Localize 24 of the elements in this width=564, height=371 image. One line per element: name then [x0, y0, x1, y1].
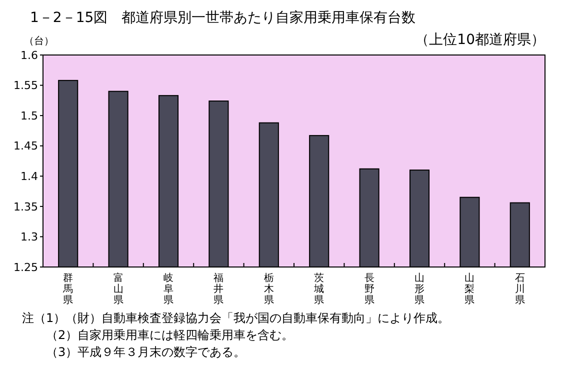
y-tick-label: 1.3	[20, 230, 38, 244]
y-tick-label: 1.6	[20, 48, 38, 62]
x-tick-label: 富山県	[113, 272, 124, 306]
x-tick-label: 山形県	[414, 272, 424, 306]
x-tick-label: 山梨県	[464, 272, 475, 306]
text: （3）平成９年３月末の数字である。	[46, 345, 246, 359]
x-tick-label: 栃木県	[264, 272, 274, 306]
y-tick-label: 1.5	[20, 109, 38, 122]
y-tick-label: 1.45	[14, 140, 38, 153]
y-tick-label: 1.55	[14, 79, 38, 92]
y-axis-title: （台）	[24, 35, 54, 47]
x-tick-label: 福井県	[214, 272, 224, 306]
y-tick-label: 1.25	[14, 260, 38, 274]
chart-title: 1－2－15図 都道府県別一世帯あたり自家用乗用車保有台数	[30, 10, 416, 26]
x-tick-label: 岐阜県	[164, 272, 174, 306]
x-tick-label: 長野県	[364, 273, 374, 306]
text: 注（1）（財）自動車検査登録協力会「我が国の自動車保有動向」により作成。	[22, 311, 450, 325]
x-tick-label: 石川県	[514, 273, 525, 306]
y-tick-label: 1.4	[20, 170, 38, 183]
chart-subtitle: （上位10都道府県）	[415, 32, 545, 48]
y-tick-label: 1.35	[14, 200, 38, 214]
text: （2）自家用乗用車には軽四輪乗用車を含む。	[46, 328, 294, 342]
x-tick-label: 群馬県	[62, 272, 74, 306]
x-tick-label: 茨城県	[313, 272, 324, 306]
